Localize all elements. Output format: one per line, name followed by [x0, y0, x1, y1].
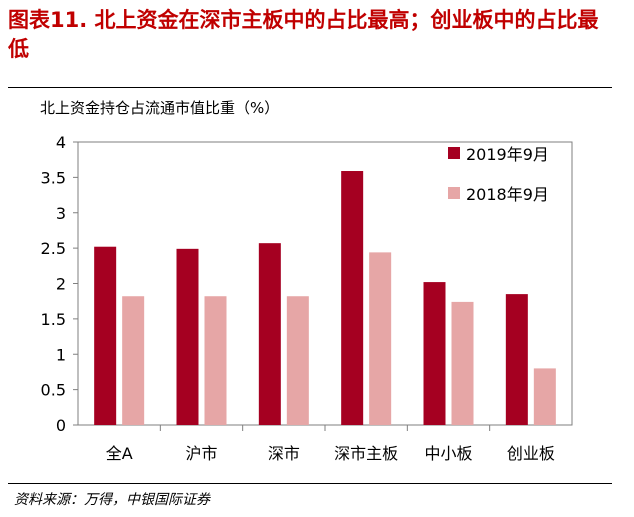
y-tick-label: 3 [56, 204, 66, 223]
chart-legend: 2019年9月 2018年9月 [448, 145, 549, 204]
y-tick-label: 2.5 [41, 239, 66, 258]
bar-2019 [258, 243, 281, 425]
x-tick-label: 中小板 [424, 444, 472, 463]
top-divider [8, 87, 612, 88]
bar-2018 [204, 296, 227, 425]
x-tick-label: 创业板 [507, 444, 555, 463]
legend-label: 2019年9月 [466, 145, 549, 164]
y-tick-label: 1 [56, 345, 66, 364]
legend-swatch [448, 187, 460, 199]
legend-swatch [448, 147, 460, 159]
bar-2019 [423, 282, 446, 425]
y-tick-label: 0 [56, 416, 66, 435]
chart-title: 北上资金持仓占流通市值比重（%） [40, 99, 279, 117]
y-tick-label: 1.5 [41, 310, 66, 329]
chart-axes: 0 0.5 1 1.5 2 2.5 3 3.5 4 全A 沪市 深市 深市主板 中小板 创业板 [41, 133, 573, 463]
bar-2019 [176, 248, 199, 425]
bottom-divider [8, 483, 612, 484]
bar-2019 [341, 171, 364, 425]
bar-2018 [286, 296, 309, 425]
bar-2018 [533, 368, 556, 425]
bar-2018 [451, 301, 474, 425]
bar-2018 [369, 252, 392, 425]
x-tick-label: 全A [106, 444, 133, 463]
bar-2019 [94, 246, 117, 425]
chart-bars [94, 171, 556, 425]
figure-title: 图表11. 北上资金在深市主板中的占比最高；创业板中的占比最低 [8, 8, 599, 61]
x-tick-label: 深市 [268, 444, 300, 463]
bar-2018 [122, 296, 145, 425]
y-tick-label: 0.5 [41, 381, 66, 400]
y-tick-label: 3.5 [41, 168, 66, 187]
y-tick-label: 4 [56, 133, 66, 152]
x-tick-label: 沪市 [185, 444, 217, 463]
y-tick-label: 2 [56, 275, 66, 294]
x-tick-label: 深市主板 [334, 444, 398, 463]
legend-label: 2018年9月 [466, 185, 549, 204]
source-note: 资料来源：万得，中银国际证券 [14, 492, 210, 508]
bar-2019 [505, 294, 528, 425]
